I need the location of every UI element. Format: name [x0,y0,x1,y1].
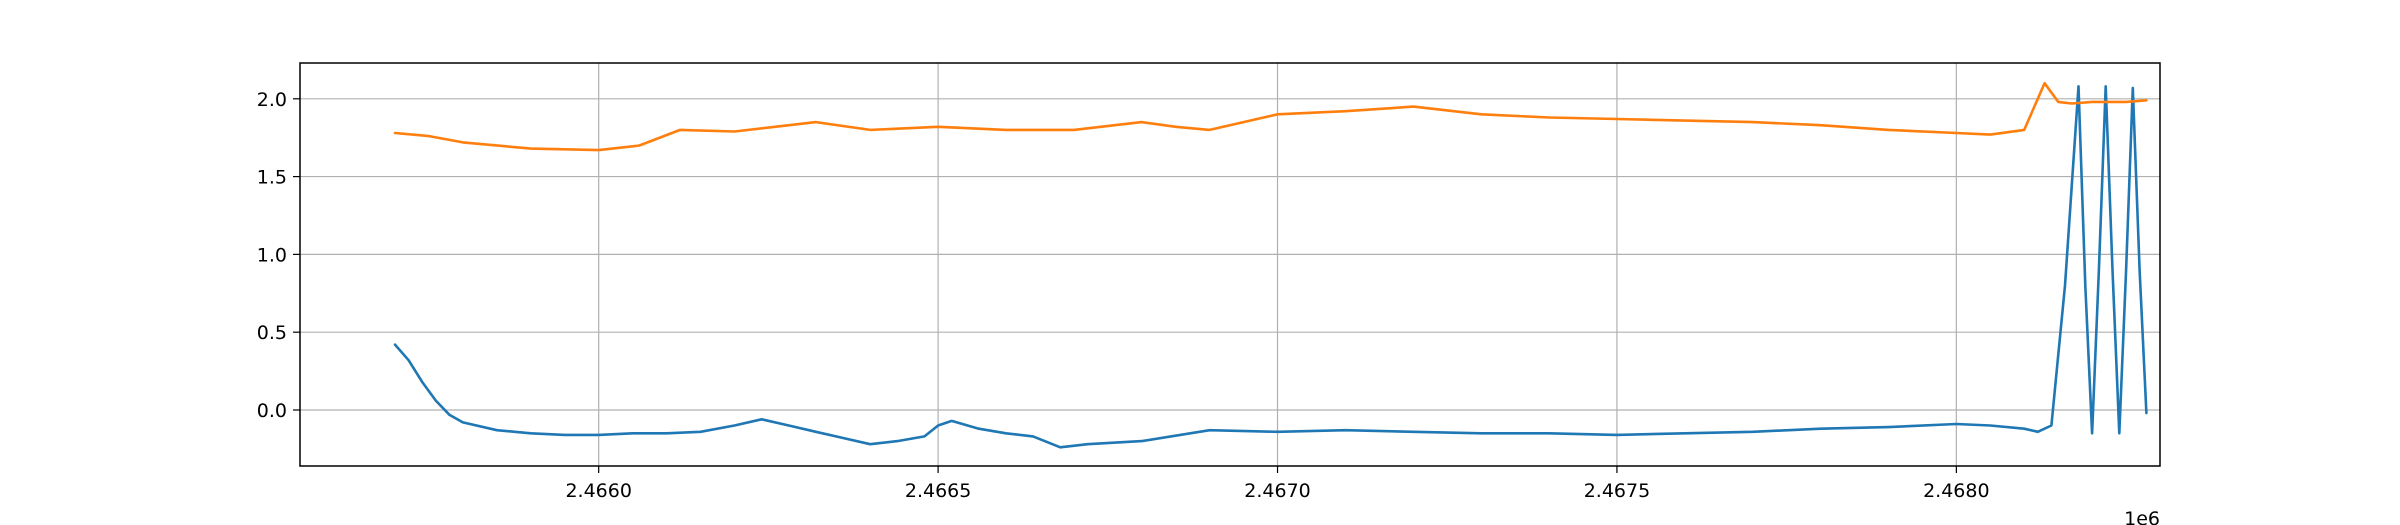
x-tick-label: 2.4675 [1584,480,1650,502]
series-layer [393,81,2148,449]
series-line-2 [393,81,2148,152]
x-tick-label: 2.4660 [565,480,631,502]
grid-lines [300,63,2160,466]
y-tick-label: 1.5 [257,167,287,189]
series-line-1 [393,85,2148,449]
y-tick-label: 2.0 [257,89,287,111]
y-tick-label: 1.0 [257,244,287,266]
axes-frame [299,62,2161,467]
x-axis-offset-label: 1e6 [2124,508,2160,525]
y-tick-label: 0.5 [257,322,287,344]
axis-ticks: 2.4660 2.4665 2.4670 2.4675 2.4680 0.0 0.5 1.0 1… [257,89,1990,502]
x-tick-label: 2.4665 [905,480,971,502]
y-tick-label: 0.0 [257,400,287,422]
x-tick-label: 2.4670 [1244,480,1310,502]
x-tick-label: 2.4680 [1923,480,1989,502]
